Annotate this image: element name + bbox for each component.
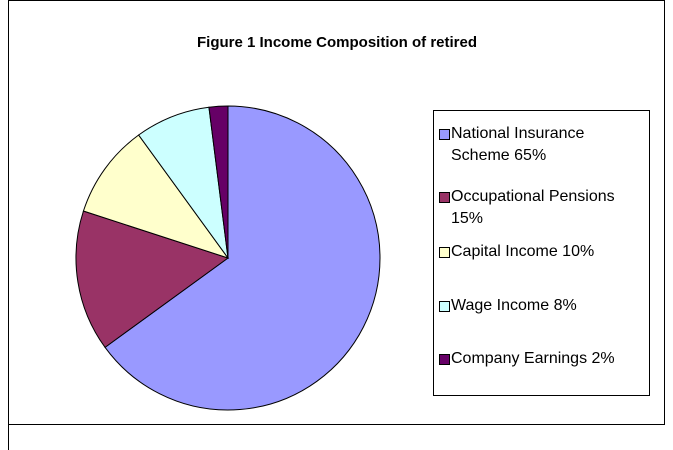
legend-label: National Insurance Scheme xyxy=(451,125,585,164)
legend-swatch xyxy=(439,354,450,365)
legend-label: Occupational Pensions xyxy=(451,188,615,205)
legend-text: Occupational Pensions 15% xyxy=(451,186,644,230)
legend-text: National Insurance Scheme 65% xyxy=(451,123,644,167)
legend-swatch xyxy=(439,301,450,312)
legend-text: Capital Income 10% xyxy=(451,241,644,263)
legend-entry: National Insurance Scheme 65% xyxy=(439,123,644,167)
legend-entry: Wage Income 8% xyxy=(439,295,644,317)
chart-border xyxy=(8,0,665,425)
legend: National Insurance Scheme 65% Occupationa… xyxy=(433,110,650,396)
legend-label: Company Earnings xyxy=(451,350,588,367)
pie-slice xyxy=(208,105,229,259)
legend-value: 65% xyxy=(514,147,547,164)
legend-value: 8% xyxy=(553,297,577,314)
chart-title: Figure 1 Income Composition of retired xyxy=(197,34,477,51)
legend-swatch xyxy=(439,192,450,203)
legend-text: Wage Income 8% xyxy=(451,295,644,317)
legend-entry: Occupational Pensions 15% xyxy=(439,186,644,230)
pie xyxy=(75,105,381,411)
legend-entry: Company Earnings 2% xyxy=(439,348,644,370)
legend-label: Capital Income xyxy=(451,243,558,260)
legend-label: Wage Income xyxy=(451,297,550,314)
legend-swatch xyxy=(439,247,450,258)
legend-text: Company Earnings 2% xyxy=(451,348,644,370)
legend-swatch xyxy=(439,129,450,140)
legend-value: 2% xyxy=(591,350,615,367)
legend-value: 15% xyxy=(451,210,484,227)
pie-slice xyxy=(104,105,381,411)
legend-entry: Capital Income 10% xyxy=(439,241,644,263)
pie-slice xyxy=(82,134,230,259)
pie-slice xyxy=(75,210,230,349)
legend-value: 10% xyxy=(562,243,595,260)
